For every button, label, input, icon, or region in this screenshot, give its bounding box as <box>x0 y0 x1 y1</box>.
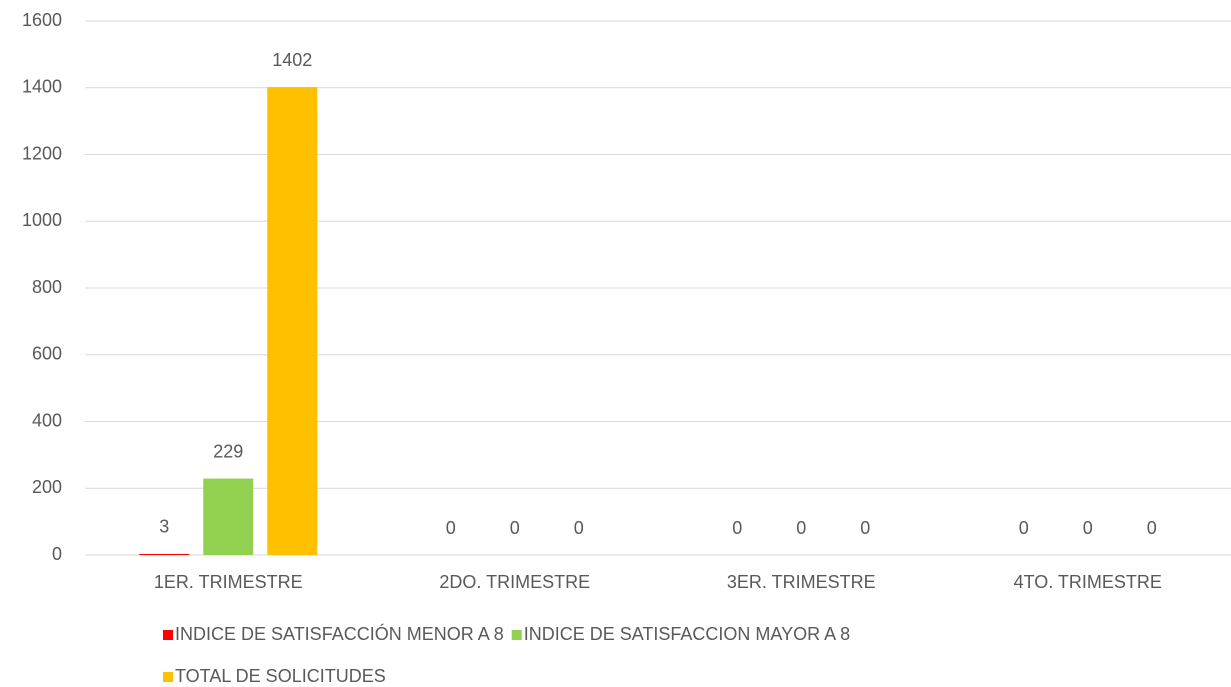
data-label: 0 <box>860 518 870 538</box>
bar <box>139 553 190 555</box>
y-tick-label: 0 <box>52 544 62 564</box>
x-tick-label: 4TO. TRIMESTRE <box>1014 572 1162 592</box>
x-tick-label: 2DO. TRIMESTRE <box>439 572 590 592</box>
legend-swatch <box>163 630 173 640</box>
y-tick-label: 800 <box>32 277 62 297</box>
legend-label: INDICE DE SATISFACCIÓN MENOR A 8 <box>175 623 504 644</box>
data-label: 229 <box>213 441 243 461</box>
data-label: 0 <box>1147 518 1157 538</box>
data-label: 0 <box>1083 518 1093 538</box>
data-label: 1402 <box>272 50 312 70</box>
data-label: 0 <box>732 518 742 538</box>
data-label: 0 <box>574 518 584 538</box>
y-tick-label: 1200 <box>22 143 62 163</box>
legend-label: INDICE DE SATISFACCION MAYOR A 8 <box>524 624 850 644</box>
y-tick-label: 1000 <box>22 210 62 230</box>
legend-swatch <box>511 630 522 640</box>
data-label: 0 <box>446 518 456 538</box>
data-label: 3 <box>159 517 169 537</box>
bar <box>203 478 254 555</box>
y-tick-label: 400 <box>32 410 62 430</box>
y-tick-label: 1400 <box>22 77 62 97</box>
data-label: 0 <box>510 518 520 538</box>
y-tick-label: 1600 <box>22 10 62 30</box>
data-label: 0 <box>1019 518 1029 538</box>
x-tick-label: 3ER. TRIMESTRE <box>727 572 876 592</box>
y-tick-label: 600 <box>32 344 62 364</box>
data-label: 0 <box>796 518 806 538</box>
bar <box>267 87 318 556</box>
x-tick-label: 1ER. TRIMESTRE <box>154 572 303 592</box>
y-tick-label: 200 <box>32 477 62 497</box>
legend-label: TOTAL DE SOLICITUDES <box>175 666 386 686</box>
legend-swatch <box>163 672 173 682</box>
